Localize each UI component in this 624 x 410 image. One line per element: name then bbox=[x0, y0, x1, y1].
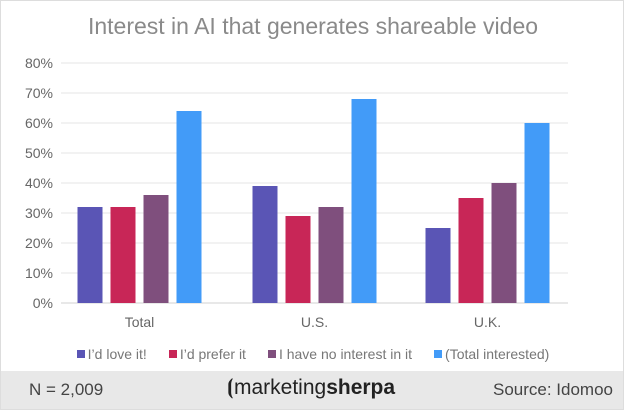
y-tick-label: 10% bbox=[25, 265, 53, 281]
bar-U.K.-3 bbox=[524, 123, 550, 303]
x-tick-label: U.K. bbox=[474, 314, 501, 330]
legend-label: (Total interested) bbox=[445, 346, 550, 362]
legend-item: (Total interested) bbox=[434, 346, 549, 362]
legend-swatch bbox=[76, 350, 85, 358]
bar-U.K.-1 bbox=[458, 198, 484, 303]
bar-U.K.-2 bbox=[491, 183, 517, 303]
chart-title: Interest in AI that generates shareable … bbox=[87, 13, 539, 39]
bar-U.S.-2 bbox=[318, 207, 344, 303]
y-tick-label: 20% bbox=[25, 235, 53, 251]
y-tick-label: 40% bbox=[25, 175, 53, 191]
y-tick-label: 60% bbox=[25, 115, 53, 131]
sample-size: N = 2,009 bbox=[29, 380, 104, 399]
y-tick-label: 30% bbox=[25, 205, 53, 221]
legend-label: I’d love it! bbox=[87, 346, 147, 362]
footer: N = 2,009 ⦗marketingsherpa Source: Idomo… bbox=[1, 371, 623, 409]
x-tick-label: U.S. bbox=[301, 314, 328, 330]
bar-Total-3 bbox=[176, 111, 202, 303]
legend-swatch bbox=[267, 350, 276, 358]
y-tick-label: 70% bbox=[25, 85, 53, 101]
y-tick-label: 0% bbox=[33, 295, 53, 311]
plot-area: 0% 10% 20% 30% 40% 50% 60% 70% 80% Total U.S. U.K. bbox=[25, 55, 568, 330]
marketingsherpa-logo: ⦗marketingsherpa bbox=[227, 376, 396, 399]
bar-Total-2 bbox=[143, 195, 169, 303]
legend-label: I have no interest in it bbox=[278, 346, 413, 362]
y-tick-label: 50% bbox=[25, 145, 53, 161]
legend-item: I’d love it! bbox=[76, 346, 147, 362]
x-tick-label: Total bbox=[125, 314, 155, 330]
legend-label: I’d prefer it bbox=[179, 346, 246, 362]
legend-swatch bbox=[168, 350, 177, 358]
legend-item: I’d prefer it bbox=[168, 346, 246, 362]
bar-Total-1 bbox=[110, 207, 136, 303]
legend: I’d love it! I’d prefer it I have no inter… bbox=[1, 346, 623, 362]
bar-U.S.-0 bbox=[252, 186, 278, 303]
bar-U.S.-1 bbox=[285, 216, 311, 303]
y-tick-label: 80% bbox=[25, 55, 53, 71]
bar-U.K.-0 bbox=[425, 228, 451, 303]
legend-swatch bbox=[434, 350, 443, 358]
source-text: Source: Idomoo bbox=[492, 380, 613, 399]
legend-item: I have no interest in it bbox=[267, 346, 413, 362]
bar-U.S.-3 bbox=[351, 99, 377, 303]
bar-Total-0 bbox=[77, 207, 103, 303]
